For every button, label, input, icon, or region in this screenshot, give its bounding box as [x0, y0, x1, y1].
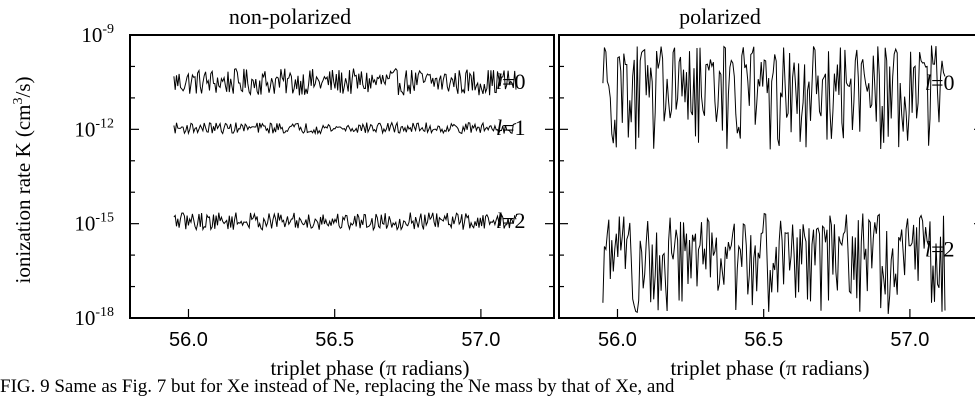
left-x-axis-label: triplet phase (π radians)	[271, 356, 470, 380]
series-label-value: =1	[502, 115, 525, 140]
series-line	[173, 67, 517, 96]
series-line	[173, 212, 517, 232]
y-axis-label-sup: 3	[11, 97, 26, 104]
figure-caption: FIG. 9 Same as Fig. 7 but for Xe instead…	[0, 376, 675, 397]
y-tick-label-exp: -12	[95, 116, 114, 131]
series-label-var: l	[496, 115, 502, 140]
right-series-group: l=0l=2	[602, 45, 955, 314]
series-label-var: l	[925, 70, 931, 95]
y-tick-label: 10-9	[81, 22, 114, 47]
series-label-var: l	[925, 237, 931, 262]
x-tick-label: 57.0	[890, 329, 929, 351]
left-panel-title: non-polarized	[229, 4, 351, 29]
y-tick-label-base: 10	[74, 306, 95, 330]
series-label-value: =0	[931, 70, 954, 95]
y-tick-label: 10-12	[74, 116, 114, 141]
x-tick-label: 56.5	[744, 329, 783, 351]
series-label-value: =0	[502, 69, 525, 94]
y-tick-label-exp: -15	[95, 211, 114, 226]
right-x-axis-label: triplet phase (π radians)	[671, 356, 870, 380]
y-tick-label-base: 10	[81, 23, 102, 47]
y-tick-label-exp: -9	[102, 22, 114, 37]
series-label-value: =2	[931, 237, 954, 262]
series-line	[173, 120, 517, 136]
series-label-var: l	[496, 208, 502, 233]
left-plot-frame	[129, 34, 555, 319]
right-plot-frame	[558, 34, 975, 319]
series-label: l=0	[925, 70, 955, 95]
y-axis-label-main: ionization rate K (cm	[11, 104, 35, 283]
left-series-group: l=0l=1l=2	[173, 67, 526, 233]
x-tick-label: 56.0	[598, 329, 637, 351]
y-tick-label-base: 10	[74, 117, 95, 141]
x-tick-label: 56.0	[169, 329, 208, 351]
y-axis-label: ionization rate K (cm3/s)	[11, 76, 35, 283]
x-tick-label: 56.5	[315, 329, 354, 351]
right-axes: 56.0 56.5 57.0	[559, 34, 975, 351]
series-label: l=0	[496, 69, 526, 94]
y-axis-label-tail: /s)	[11, 76, 35, 97]
series-label: l=2	[925, 237, 955, 262]
series-label: l=1	[496, 115, 526, 140]
series-label: l=2	[496, 208, 526, 233]
series-line	[602, 45, 946, 150]
y-tick-label-base: 10	[74, 212, 95, 236]
right-panel-title: polarized	[679, 4, 761, 29]
x-tick-label: 57.0	[461, 329, 500, 351]
y-tick-label-exp: -18	[95, 305, 114, 320]
series-label-var: l	[496, 69, 502, 94]
y-tick-label: 10-15	[74, 211, 114, 236]
y-tick-label: 10-18	[74, 305, 114, 330]
series-line	[602, 212, 946, 314]
series-label-value: =2	[502, 208, 525, 233]
